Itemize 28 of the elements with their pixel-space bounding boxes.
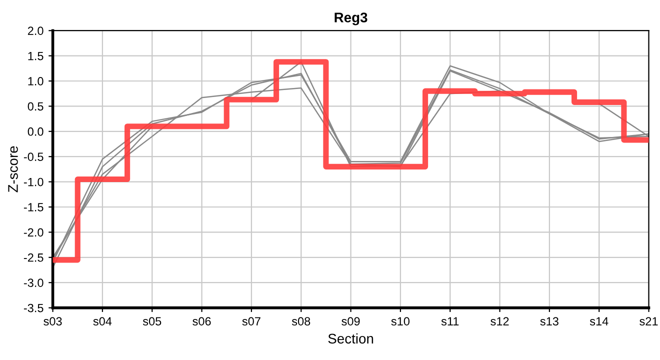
x-tick-label: s10	[391, 317, 410, 326]
y-tick-label: -2.0	[24, 228, 44, 237]
y-tick-label: -1.5	[24, 203, 44, 212]
x-tick-label: s09	[342, 317, 360, 326]
y-tick-label: 0.0	[28, 127, 44, 136]
y-tick-label: -2.5	[24, 253, 44, 262]
y-tick-label: 2.0	[28, 26, 44, 35]
x-tick-label: s13	[540, 317, 558, 326]
x-axis-title: Section	[328, 333, 374, 344]
y-tick-label: 1.5	[28, 52, 44, 60]
y-tick-label: -0.5	[24, 152, 44, 161]
x-tick-label: s05	[142, 317, 162, 326]
x-tick-label: s03	[44, 317, 62, 326]
y-tick-label: 1.0	[28, 77, 44, 86]
x-tick-label: s12	[490, 317, 509, 326]
y-tick-label: -1.0	[24, 178, 44, 186]
x-tick-label: s06	[192, 317, 211, 326]
y-tick-label: -3.5	[24, 304, 44, 312]
y-tick-label: -3.0	[24, 278, 44, 287]
x-tick-label: s11	[441, 317, 459, 326]
y-axis-title: Z-score	[8, 146, 18, 192]
x-tick-label: s14	[590, 317, 608, 326]
x-tick-label: s07	[242, 317, 260, 326]
x-tick-label: s08	[292, 317, 310, 326]
x-tick-label: s21	[640, 317, 658, 326]
y-tick-label: 0.5	[28, 102, 44, 111]
x-tick-label: s04	[93, 317, 112, 326]
chart-title: Reg3	[334, 12, 368, 26]
